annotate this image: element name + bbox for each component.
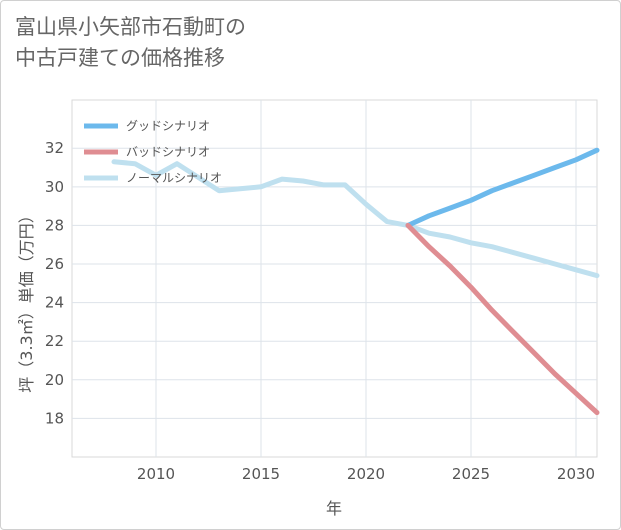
y-axis-ticks: 18 20 22 24 26 28 30 32 [45, 139, 64, 427]
legend-label-2: バッドシナリオ [126, 145, 210, 159]
x-tick-label: 2015 [242, 465, 280, 483]
y-tick-label: 28 [45, 216, 64, 234]
y-tick-label: 30 [45, 178, 64, 196]
series-line-1 [405, 147, 600, 228]
chart-title: 富山県小矢部市石動町の 中古戸建ての価格推移 [15, 12, 415, 74]
series-line-3 [111, 159, 600, 279]
y-tick-label: 24 [45, 294, 64, 312]
x-tick-label: 2030 [557, 465, 595, 483]
legend-label-3: ノーマルシナリオ [126, 171, 222, 185]
x-tick-label: 2020 [347, 465, 385, 483]
legend-label-1: グッドシナリオ [126, 119, 210, 133]
y-tick-label: 22 [45, 332, 64, 350]
y-tick-label: 18 [45, 409, 64, 427]
x-tick-label: 2010 [137, 465, 175, 483]
chart-title-line-1: 富山県小矢部市石動町の [15, 15, 246, 39]
x-axis-label: 年 [326, 499, 342, 518]
chart-title-line-2: 中古戸建ての価格推移 [15, 46, 225, 70]
x-tick-label: 2025 [452, 465, 490, 483]
y-tick-label: 32 [45, 139, 64, 157]
y-axis-label: 坪（3.3㎡）単価（万円） [17, 207, 36, 392]
x-axis-ticks: 2010 2015 2020 2025 2030 [137, 465, 595, 483]
series-line-2 [405, 222, 600, 416]
y-tick-label: 26 [45, 255, 64, 273]
plot-area [71, 99, 598, 458]
series-lines [111, 147, 600, 416]
y-tick-label: 20 [45, 371, 64, 389]
